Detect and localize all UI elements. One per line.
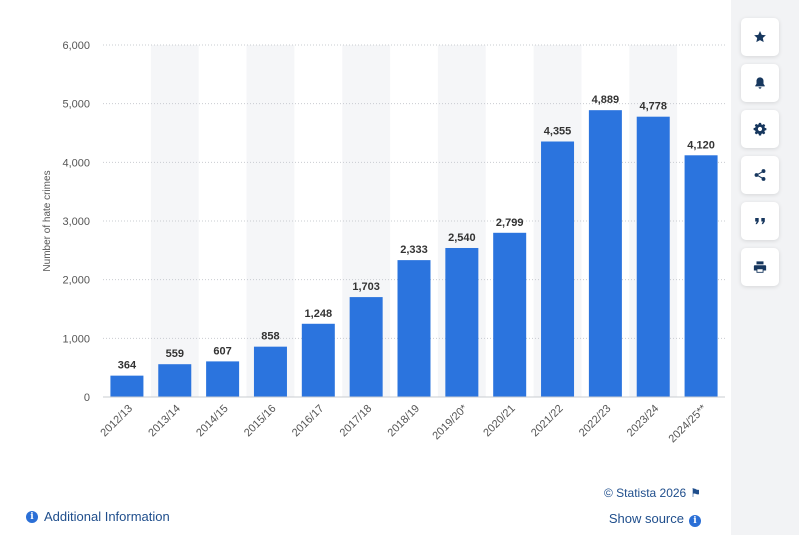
statista-credit[interactable]: © Statista 2026 ⚑ bbox=[604, 486, 701, 500]
data-label: 1,248 bbox=[305, 308, 333, 320]
x-tick-label: 2020/21 bbox=[481, 403, 518, 440]
chart-card: 0 1,000 2,000 3,000 4,000 5,000 6,000 Number of… bbox=[0, 0, 731, 535]
data-label: 4,120 bbox=[687, 139, 715, 151]
data-label: 2,333 bbox=[400, 244, 428, 256]
bar bbox=[684, 155, 718, 397]
print-icon bbox=[753, 261, 767, 273]
quote-icon bbox=[755, 217, 765, 225]
bar-chart: 0 1,000 2,000 3,000 4,000 5,000 6,000 Number of… bbox=[42, 40, 725, 445]
x-tick-label: 2019/20* bbox=[430, 402, 470, 442]
data-label: 4,889 bbox=[592, 94, 620, 106]
show-source-label[interactable]: Show source bbox=[608, 511, 684, 526]
x-tick-label: 2017/18 bbox=[338, 403, 375, 440]
y-tick-label: 2,000 bbox=[62, 275, 90, 287]
flag-icon[interactable]: ⚑ bbox=[690, 486, 701, 500]
x-tick-label: 2014/15 bbox=[194, 403, 231, 440]
bar bbox=[158, 364, 192, 397]
x-tick-label: 2012/13 bbox=[98, 403, 135, 440]
share-button[interactable] bbox=[741, 156, 779, 194]
bar bbox=[445, 247, 479, 397]
x-tick-label: 2013/14 bbox=[146, 403, 183, 440]
x-tick-label: 2016/17 bbox=[290, 403, 327, 440]
bar bbox=[301, 323, 335, 397]
y-tick-label: 3,000 bbox=[62, 216, 90, 228]
gear-icon bbox=[753, 122, 767, 136]
y-tick-label: 0 bbox=[84, 392, 90, 404]
bar bbox=[493, 232, 527, 397]
data-label: 559 bbox=[166, 348, 184, 360]
print-button[interactable] bbox=[741, 248, 779, 286]
settings-button[interactable] bbox=[741, 110, 779, 148]
y-axis-label: Number of hate crimes bbox=[42, 170, 53, 271]
notification-button[interactable] bbox=[741, 64, 779, 102]
action-sidebar bbox=[741, 18, 781, 294]
credit-text[interactable]: © Statista 2026 bbox=[604, 486, 687, 500]
show-source-link[interactable]: Show source i bbox=[609, 511, 701, 527]
bar bbox=[636, 116, 670, 397]
x-tick-label: 2024/25** bbox=[667, 402, 710, 445]
y-tick-label: 6,000 bbox=[62, 40, 90, 52]
bar bbox=[206, 361, 240, 397]
x-tick-label: 2023/24 bbox=[625, 403, 662, 440]
data-label: 364 bbox=[118, 360, 137, 372]
info-icon: i bbox=[689, 515, 701, 527]
bar bbox=[588, 110, 622, 398]
bar bbox=[541, 141, 575, 397]
column-band bbox=[150, 45, 199, 397]
bar bbox=[397, 260, 431, 397]
x-tick-label: 2015/16 bbox=[242, 403, 279, 440]
x-tick-label: 2018/19 bbox=[386, 403, 423, 440]
bell-icon bbox=[755, 77, 765, 89]
bar bbox=[349, 297, 383, 397]
y-tick-label: 1,000 bbox=[62, 333, 90, 345]
cite-button[interactable] bbox=[741, 202, 779, 240]
x-tick-label: 2021/22 bbox=[529, 403, 566, 440]
additional-information-label[interactable]: Additional Information bbox=[44, 509, 170, 524]
y-tick-label: 4,000 bbox=[62, 157, 90, 169]
data-label: 2,799 bbox=[496, 217, 524, 229]
data-label: 2,540 bbox=[448, 232, 476, 244]
data-label: 607 bbox=[213, 345, 231, 357]
data-label: 4,778 bbox=[639, 101, 667, 113]
data-label: 1,703 bbox=[352, 281, 380, 293]
share-icon bbox=[754, 169, 766, 181]
additional-information-link[interactable]: i Additional Information bbox=[26, 509, 170, 524]
y-tick-label: 5,000 bbox=[62, 99, 90, 111]
info-icon: i bbox=[26, 510, 38, 523]
star-icon bbox=[754, 31, 766, 43]
bar bbox=[253, 346, 287, 397]
data-label: 858 bbox=[261, 331, 279, 343]
bar bbox=[110, 375, 144, 397]
data-label: 4,355 bbox=[544, 126, 572, 138]
x-tick-label: 2022/23 bbox=[577, 403, 614, 440]
favorite-button[interactable] bbox=[741, 18, 779, 56]
